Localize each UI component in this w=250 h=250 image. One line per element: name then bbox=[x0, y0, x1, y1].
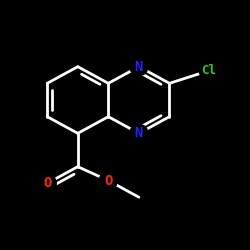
Text: O: O bbox=[104, 174, 112, 188]
Text: N: N bbox=[135, 60, 143, 74]
Text: Cl: Cl bbox=[201, 64, 216, 77]
Circle shape bbox=[199, 62, 217, 80]
Circle shape bbox=[38, 174, 56, 192]
Circle shape bbox=[99, 172, 117, 190]
Text: N: N bbox=[135, 126, 143, 140]
Circle shape bbox=[130, 58, 148, 76]
Text: O: O bbox=[43, 176, 52, 190]
Circle shape bbox=[130, 124, 148, 142]
